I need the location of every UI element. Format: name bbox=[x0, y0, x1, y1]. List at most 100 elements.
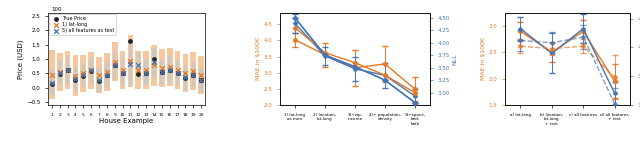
1) lat-long bbox=[157, 67, 167, 69]
5) all features as text bbox=[196, 79, 206, 81]
1) lat-long bbox=[149, 64, 159, 66]
Y-axis label: MAE in $100K: MAE in $100K bbox=[256, 37, 260, 80]
1) lat-long bbox=[94, 74, 104, 76]
5) all features as text bbox=[102, 73, 112, 76]
X-axis label: House Example: House Example bbox=[99, 118, 154, 124]
Bar bbox=[113, 51, 116, 79]
1) lat-long bbox=[141, 69, 151, 71]
1) lat-long bbox=[78, 72, 88, 75]
1) lat-long bbox=[196, 74, 206, 76]
Bar bbox=[120, 51, 125, 89]
Bar bbox=[198, 56, 204, 94]
5) all features as text bbox=[54, 72, 65, 75]
Bar bbox=[136, 52, 140, 78]
True Price bbox=[133, 73, 143, 75]
Bar bbox=[88, 52, 94, 89]
Bar bbox=[66, 58, 69, 83]
Text: 100: 100 bbox=[51, 7, 61, 12]
1) lat-long bbox=[164, 66, 175, 68]
Bar bbox=[182, 54, 188, 92]
1) lat-long bbox=[86, 69, 96, 72]
True Price bbox=[54, 73, 65, 75]
Bar bbox=[58, 61, 61, 85]
5) all features as text bbox=[86, 69, 96, 72]
True Price bbox=[188, 74, 198, 76]
True Price bbox=[141, 72, 151, 75]
Bar bbox=[105, 62, 109, 87]
Bar bbox=[151, 44, 157, 86]
5) all features as text bbox=[47, 82, 57, 84]
Bar bbox=[65, 51, 70, 89]
5) all features as text bbox=[70, 78, 81, 80]
Y-axis label: NLL: NLL bbox=[452, 53, 458, 65]
Bar bbox=[145, 60, 148, 85]
True Price bbox=[118, 72, 128, 75]
True Price bbox=[125, 40, 136, 42]
Bar bbox=[104, 53, 109, 91]
1) lat-long bbox=[102, 71, 112, 73]
1) lat-long bbox=[118, 69, 128, 71]
Bar bbox=[143, 51, 149, 89]
1) lat-long bbox=[70, 75, 81, 77]
True Price bbox=[149, 58, 159, 60]
Bar bbox=[97, 68, 100, 92]
True Price bbox=[86, 70, 96, 72]
Bar bbox=[176, 60, 179, 85]
Bar bbox=[168, 56, 172, 83]
5) all features as text bbox=[141, 72, 151, 74]
5) all features as text bbox=[109, 64, 120, 66]
5) all features as text bbox=[172, 72, 182, 74]
5) all features as text bbox=[180, 76, 191, 79]
5) all features as text bbox=[188, 73, 198, 76]
5) all features as text bbox=[63, 69, 73, 72]
Bar bbox=[127, 35, 133, 87]
True Price bbox=[70, 79, 81, 81]
1) lat-long bbox=[63, 69, 73, 71]
5) all features as text bbox=[133, 64, 143, 66]
5) all features as text bbox=[118, 72, 128, 74]
1) lat-long bbox=[172, 69, 182, 71]
Bar bbox=[51, 70, 54, 95]
Bar bbox=[129, 41, 132, 87]
Bar bbox=[160, 59, 163, 84]
Bar bbox=[57, 53, 63, 91]
Bar bbox=[167, 48, 173, 86]
5) all features as text bbox=[125, 63, 136, 65]
True Price bbox=[109, 64, 120, 66]
5) all features as text bbox=[149, 61, 159, 63]
1) lat-long bbox=[125, 60, 136, 62]
Bar bbox=[90, 58, 93, 83]
Legend: True Price, 1) lat-long, 5) all features as text: True Price, 1) lat-long, 5) all features… bbox=[49, 14, 116, 35]
True Price bbox=[63, 69, 73, 72]
5) all features as text bbox=[94, 79, 104, 81]
True Price bbox=[172, 72, 182, 75]
Bar bbox=[73, 56, 78, 96]
Bar bbox=[136, 51, 141, 89]
Y-axis label: MAE in $100K: MAE in $100K bbox=[481, 37, 486, 80]
1) lat-long bbox=[133, 69, 143, 71]
True Price bbox=[157, 71, 167, 73]
Bar bbox=[96, 57, 102, 93]
True Price bbox=[47, 83, 57, 85]
Bar bbox=[81, 55, 86, 92]
5) all features as text bbox=[157, 70, 167, 73]
1) lat-long bbox=[180, 72, 191, 74]
Bar bbox=[200, 68, 203, 92]
1) lat-long bbox=[54, 71, 65, 73]
Bar bbox=[184, 65, 187, 89]
Bar bbox=[49, 50, 55, 99]
Bar bbox=[191, 52, 196, 90]
5) all features as text bbox=[164, 68, 175, 71]
Bar bbox=[159, 49, 164, 87]
Bar bbox=[82, 63, 85, 87]
1) lat-long bbox=[47, 74, 57, 76]
1) lat-long bbox=[109, 61, 120, 63]
True Price bbox=[180, 77, 191, 79]
Bar bbox=[175, 51, 180, 89]
5) all features as text bbox=[78, 74, 88, 76]
True Price bbox=[196, 79, 206, 81]
Y-axis label: Price (USD): Price (USD) bbox=[18, 39, 24, 79]
Bar bbox=[112, 42, 118, 81]
True Price bbox=[94, 79, 104, 82]
Bar bbox=[74, 67, 77, 91]
